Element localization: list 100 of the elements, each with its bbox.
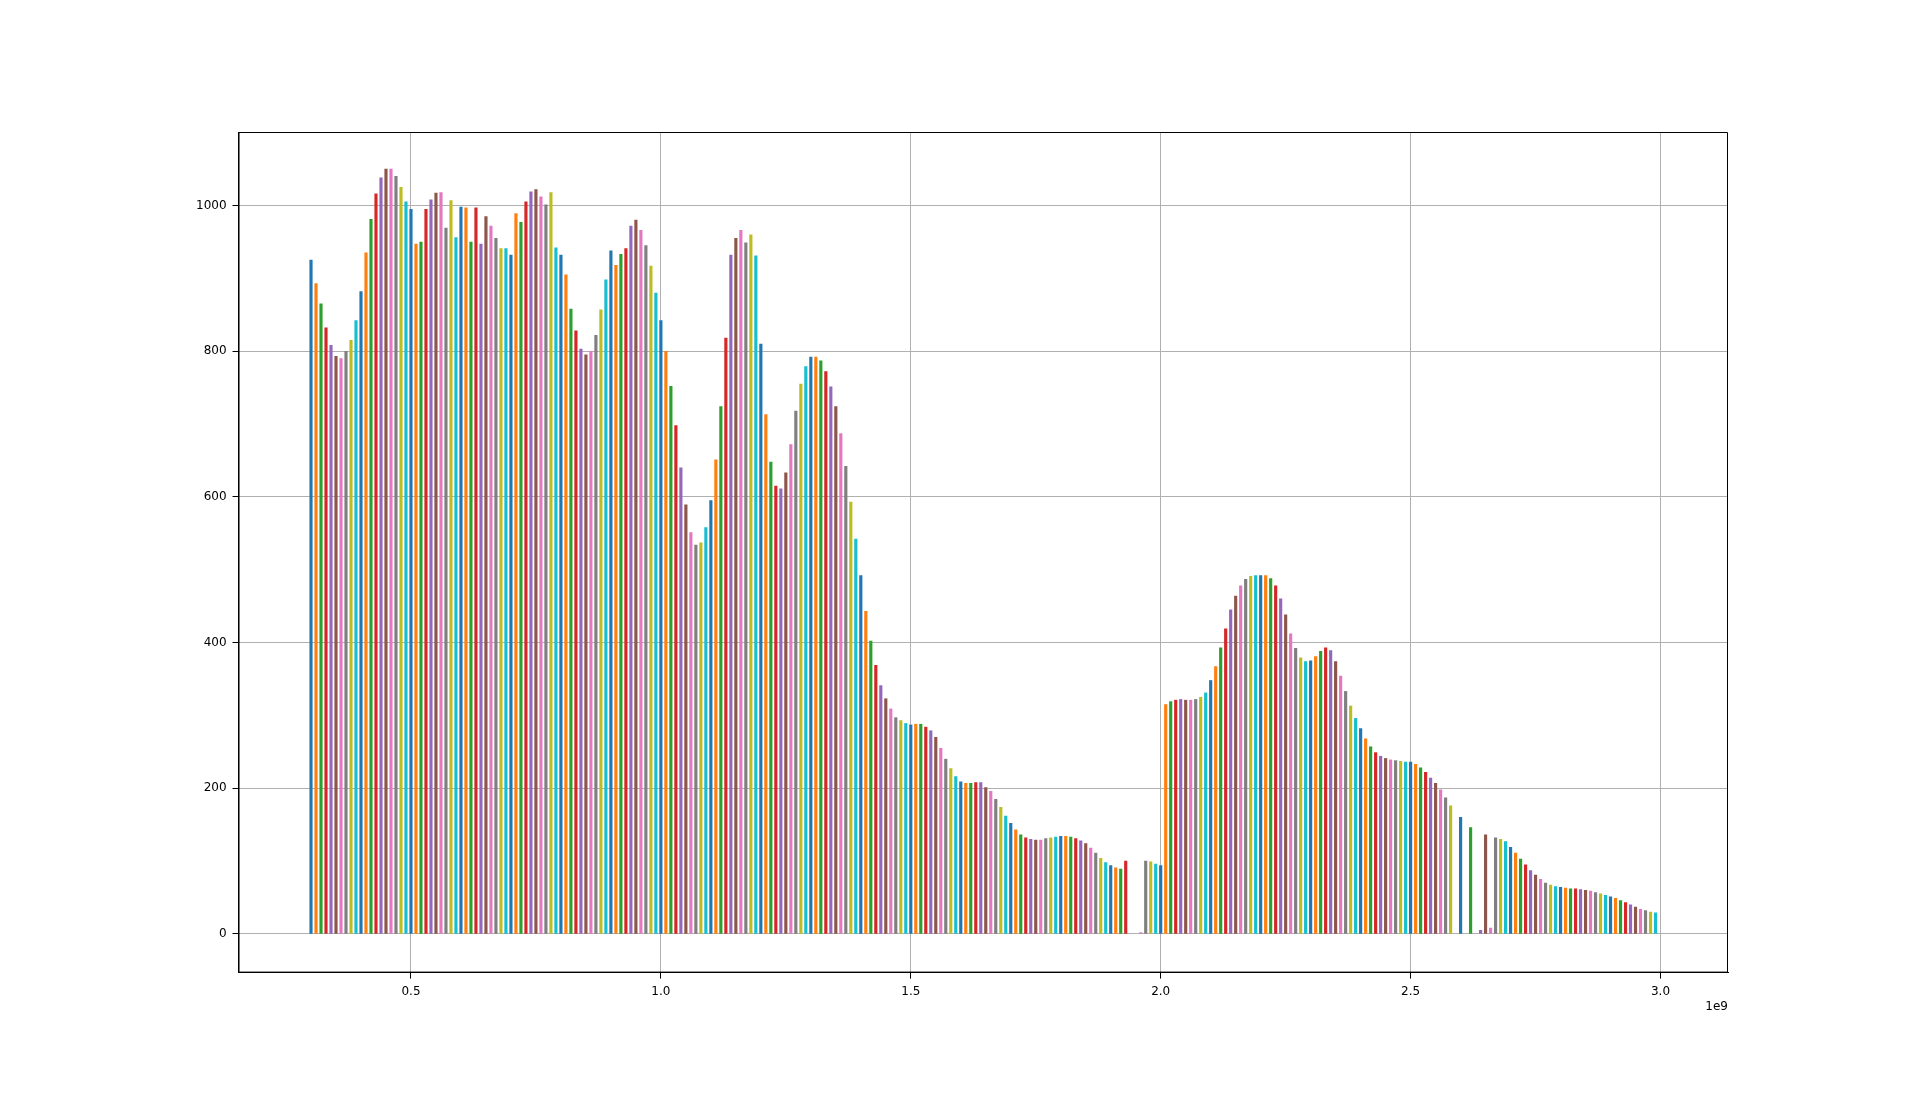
bar bbox=[694, 544, 698, 934]
bar bbox=[479, 243, 483, 934]
bar bbox=[984, 787, 988, 934]
bar bbox=[424, 208, 428, 934]
bar bbox=[1598, 893, 1603, 934]
x-tick-label: 2.0 bbox=[1151, 983, 1171, 998]
bar bbox=[999, 806, 1003, 934]
bar bbox=[1553, 886, 1558, 934]
bar bbox=[689, 532, 693, 934]
bar bbox=[1593, 892, 1598, 934]
bar bbox=[1459, 817, 1463, 934]
bar bbox=[654, 292, 658, 934]
bar bbox=[1189, 699, 1193, 934]
bar bbox=[1169, 701, 1173, 934]
bar bbox=[309, 259, 313, 934]
bar bbox=[434, 192, 438, 934]
bar bbox=[1144, 860, 1148, 934]
bar bbox=[1638, 908, 1643, 934]
bar bbox=[904, 723, 908, 934]
bar bbox=[1533, 874, 1538, 934]
bar bbox=[754, 255, 758, 934]
bar bbox=[469, 241, 473, 934]
bar bbox=[1424, 771, 1428, 934]
bar bbox=[799, 383, 803, 934]
bar bbox=[874, 664, 878, 934]
bar bbox=[859, 575, 863, 934]
x-tick-label: 1.5 bbox=[901, 983, 921, 998]
bar bbox=[1439, 789, 1443, 934]
bar bbox=[834, 406, 838, 934]
bar bbox=[1109, 865, 1113, 934]
bar bbox=[884, 698, 888, 934]
bar bbox=[1104, 862, 1108, 934]
bar bbox=[1304, 661, 1308, 934]
bar bbox=[314, 283, 318, 934]
bar bbox=[1404, 761, 1408, 934]
bar bbox=[319, 303, 323, 934]
bar bbox=[1449, 805, 1453, 934]
bar bbox=[1583, 889, 1588, 934]
bar bbox=[959, 781, 963, 934]
bar bbox=[519, 221, 523, 934]
bar bbox=[1429, 777, 1433, 934]
bar bbox=[629, 225, 633, 934]
bar bbox=[1089, 847, 1093, 934]
bar bbox=[1094, 852, 1098, 934]
bar bbox=[1648, 911, 1653, 934]
bar bbox=[724, 337, 728, 934]
bar bbox=[1159, 865, 1163, 934]
bar bbox=[1399, 761, 1403, 934]
bar bbox=[1339, 675, 1343, 934]
bar bbox=[914, 723, 918, 934]
bar bbox=[789, 444, 793, 934]
bar bbox=[1279, 598, 1283, 934]
bar bbox=[404, 201, 408, 934]
bar bbox=[1558, 887, 1563, 934]
bar bbox=[779, 488, 783, 934]
y-tick-label: 600 bbox=[203, 489, 227, 504]
bar bbox=[609, 250, 613, 934]
bar bbox=[829, 386, 833, 934]
bar bbox=[489, 225, 493, 934]
bar bbox=[539, 196, 543, 934]
bar bbox=[1514, 852, 1518, 934]
bar bbox=[1034, 839, 1038, 934]
bar bbox=[664, 350, 668, 934]
bar bbox=[1573, 888, 1578, 934]
bar bbox=[739, 230, 743, 934]
bar bbox=[744, 242, 748, 934]
bar bbox=[499, 248, 503, 934]
bar bbox=[1354, 718, 1358, 934]
bar bbox=[1653, 912, 1658, 934]
bar bbox=[1024, 837, 1028, 934]
bar bbox=[514, 213, 518, 934]
x-tick-label: 3.0 bbox=[1650, 983, 1671, 998]
bar bbox=[1444, 797, 1448, 934]
bar bbox=[484, 216, 488, 934]
bar bbox=[1538, 879, 1543, 934]
bar bbox=[1039, 839, 1043, 934]
bar bbox=[334, 356, 338, 934]
bar bbox=[324, 327, 328, 934]
bar bbox=[774, 485, 778, 934]
bar bbox=[814, 356, 818, 934]
bar bbox=[394, 176, 398, 934]
bar bbox=[854, 538, 858, 934]
bar bbox=[839, 433, 843, 934]
bar bbox=[1509, 846, 1513, 934]
bar bbox=[359, 291, 363, 934]
bar bbox=[1229, 609, 1233, 934]
bar bbox=[994, 798, 998, 934]
bar bbox=[1618, 900, 1623, 934]
bar bbox=[1004, 815, 1008, 934]
bar bbox=[1044, 838, 1048, 934]
y-tick-label: 200 bbox=[203, 780, 227, 795]
bar bbox=[1079, 840, 1083, 934]
bar bbox=[919, 723, 923, 934]
bar bbox=[494, 238, 498, 934]
bar bbox=[964, 782, 968, 934]
bar bbox=[1504, 841, 1508, 934]
bar bbox=[1369, 746, 1373, 934]
bar bbox=[1389, 759, 1393, 934]
bar bbox=[624, 248, 628, 934]
bar bbox=[1568, 888, 1573, 934]
